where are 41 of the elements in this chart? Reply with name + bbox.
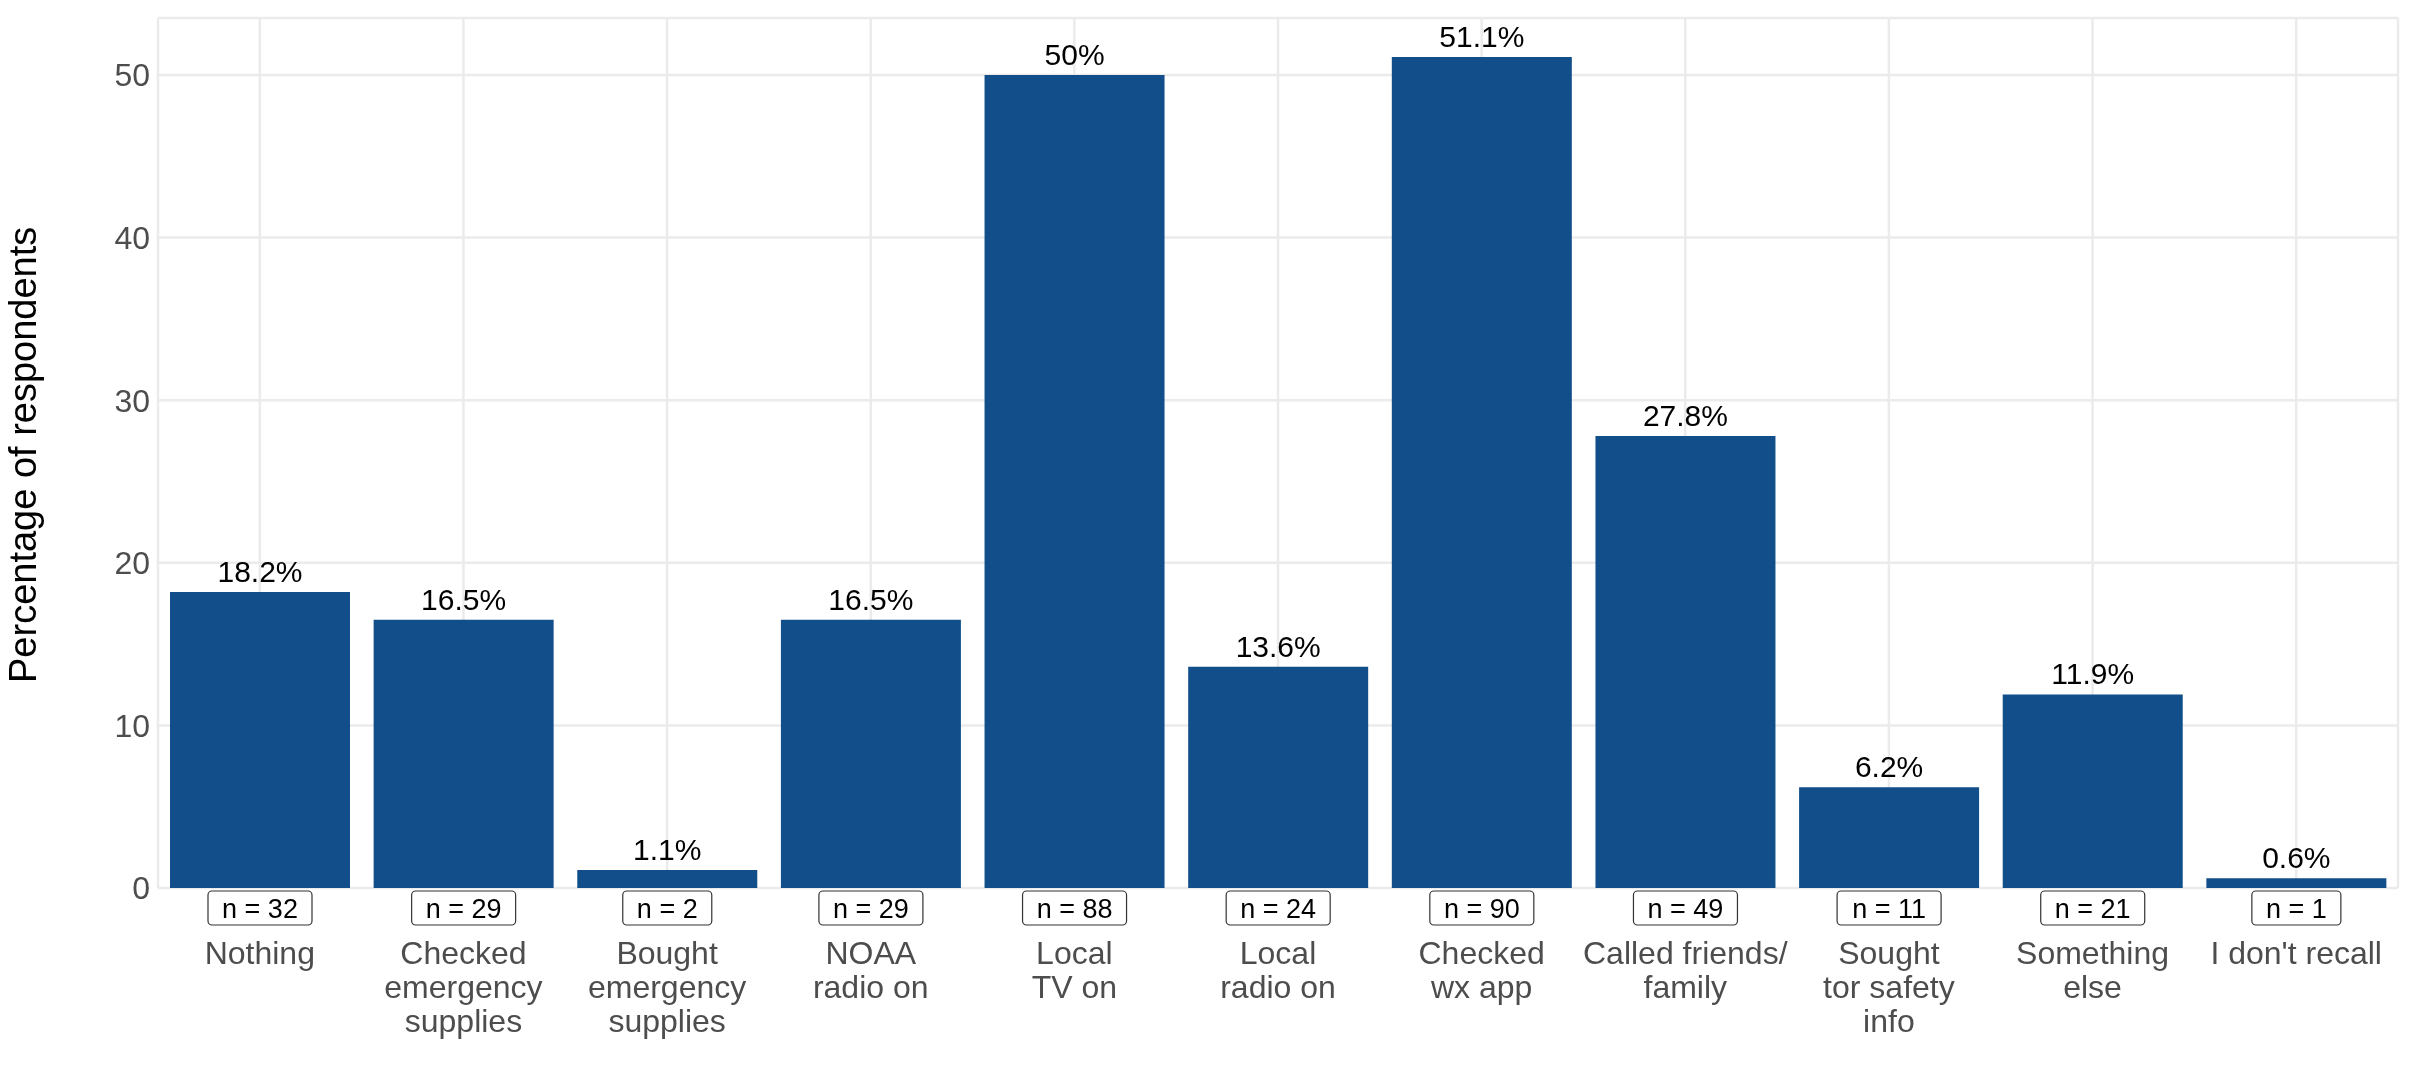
- x-tick-label: Nothing: [204, 935, 315, 971]
- data-label: 1.1%: [633, 833, 702, 867]
- x-tick-label: NOAA radio on: [812, 935, 929, 1005]
- y-tick-label: 40: [114, 219, 150, 256]
- x-tick-label: Checked wx app: [1418, 935, 1545, 1005]
- data-label: 50%: [1044, 37, 1105, 71]
- x-tick-label: Local TV on: [1031, 935, 1118, 1005]
- annotation: n = 2: [636, 894, 698, 924]
- annotation: n = 21: [2054, 894, 2131, 924]
- y-tick-label: 50: [114, 57, 150, 94]
- x-tick-label: I don't recall: [2210, 935, 2382, 971]
- annotation: n = 24: [1240, 894, 1317, 924]
- x-tick-label: Bought emergency supplies: [587, 935, 747, 1039]
- data-label: 18.2%: [217, 555, 303, 589]
- data-label: 6.2%: [1854, 750, 1924, 784]
- x-tick-label: Checked emergency supplies: [384, 935, 543, 1039]
- data-label: 16.5%: [828, 582, 914, 616]
- bar: [2206, 878, 2387, 888]
- annotation: n = 11: [1852, 894, 1927, 924]
- y-tick-label: 30: [114, 382, 150, 419]
- x-tick-label: Something else: [2016, 935, 2170, 1005]
- x-tick-label: Called friends/ family: [1583, 935, 1788, 1005]
- annotation: n = 32: [222, 894, 298, 924]
- data-label: 51.1%: [1439, 20, 1525, 54]
- annotation: n = 90: [1443, 894, 1520, 924]
- x-tick-label: Sought tor safety info: [1823, 935, 1955, 1039]
- annotation: n = 29: [833, 894, 909, 924]
- data-label: 11.9%: [2051, 657, 2135, 691]
- x-tick-label: Local radio on: [1220, 935, 1336, 1005]
- annotation: n = 88: [1036, 894, 1113, 924]
- data-label: 16.5%: [421, 582, 507, 616]
- y-tick-label: 20: [114, 545, 150, 582]
- y-axis-title: Percentage of respondents: [2, 226, 45, 683]
- annotation: n = 1: [2265, 894, 2327, 924]
- annotation: n = 29: [425, 894, 502, 924]
- data-label: 13.6%: [1235, 629, 1321, 663]
- data-label: 0.6%: [2262, 841, 2331, 875]
- y-tick-label: 0: [132, 870, 150, 907]
- annotation: n = 49: [1647, 894, 1724, 924]
- y-tick-label: 10: [114, 707, 150, 744]
- data-label: 27.8%: [1642, 398, 1728, 432]
